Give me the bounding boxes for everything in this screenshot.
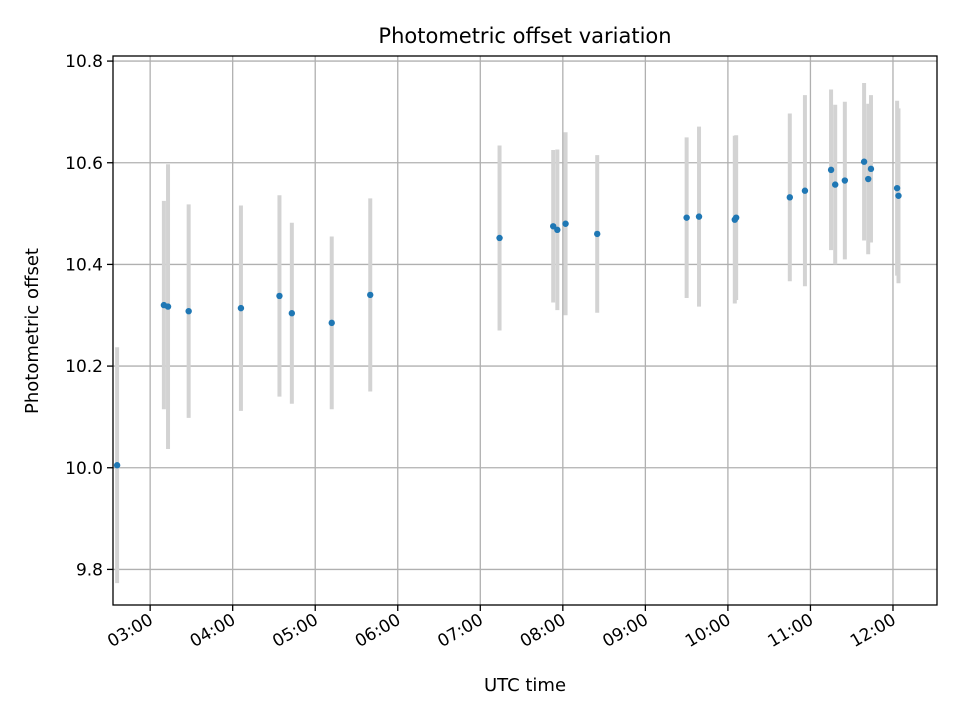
x-tick-label: 11:00 xyxy=(765,610,817,652)
data-point xyxy=(683,214,690,221)
data-point xyxy=(895,192,902,199)
plot-frame xyxy=(112,55,938,606)
y-axis-ticks: 9.8 10.0 10.2 10.4 10.6 10.8 xyxy=(65,52,113,580)
x-tick-label: 10:00 xyxy=(682,610,734,652)
x-axis-ticks: 03:00 04:00 05:00 06:00 07:00 08:00 09:00 10:00… xyxy=(104,605,899,652)
y-tick-label: 10.2 xyxy=(65,357,103,377)
data-point xyxy=(860,158,868,165)
y-tick-label: 10.8 xyxy=(65,52,103,72)
data-point xyxy=(185,307,192,315)
x-tick-label: 09:00 xyxy=(599,610,651,652)
grid xyxy=(113,56,937,605)
data-point xyxy=(288,310,296,317)
data-point xyxy=(786,194,794,201)
x-tick-label: 03:00 xyxy=(104,610,156,652)
chart-title: Photometric offset variation xyxy=(378,24,671,48)
x-tick-label: 12:00 xyxy=(847,610,899,652)
data-point xyxy=(832,181,839,188)
data-point xyxy=(594,230,601,238)
data-point xyxy=(496,234,503,242)
data-point xyxy=(328,319,335,327)
data-point xyxy=(867,165,875,173)
data-point xyxy=(732,214,740,221)
x-tick-label: 04:00 xyxy=(187,610,239,652)
x-tick-label: 07:00 xyxy=(434,610,486,652)
data-point xyxy=(113,462,121,469)
data-point xyxy=(554,226,561,234)
y-tick-label: 10.4 xyxy=(65,255,103,275)
data-point xyxy=(827,166,835,174)
x-tick-label: 05:00 xyxy=(269,610,321,652)
data-point xyxy=(237,304,245,312)
data-point xyxy=(695,213,703,220)
y-tick-label: 10.0 xyxy=(65,459,103,479)
x-tick-label: 06:00 xyxy=(352,610,404,652)
data-point xyxy=(841,177,849,184)
data-point xyxy=(367,291,374,299)
error-bars xyxy=(115,82,901,584)
data-point xyxy=(276,292,283,300)
data-point xyxy=(801,187,809,194)
y-tick-label: 10.6 xyxy=(65,154,103,174)
data-point xyxy=(562,220,569,227)
x-axis-label: UTC time xyxy=(484,675,566,696)
data-point xyxy=(893,184,901,192)
x-tick-label: 08:00 xyxy=(517,610,569,652)
data-point xyxy=(865,175,872,183)
data-points xyxy=(113,158,902,469)
y-axis-label: Photometric offset xyxy=(22,248,43,414)
data-point xyxy=(164,303,172,310)
y-tick-label: 9.8 xyxy=(76,560,103,580)
